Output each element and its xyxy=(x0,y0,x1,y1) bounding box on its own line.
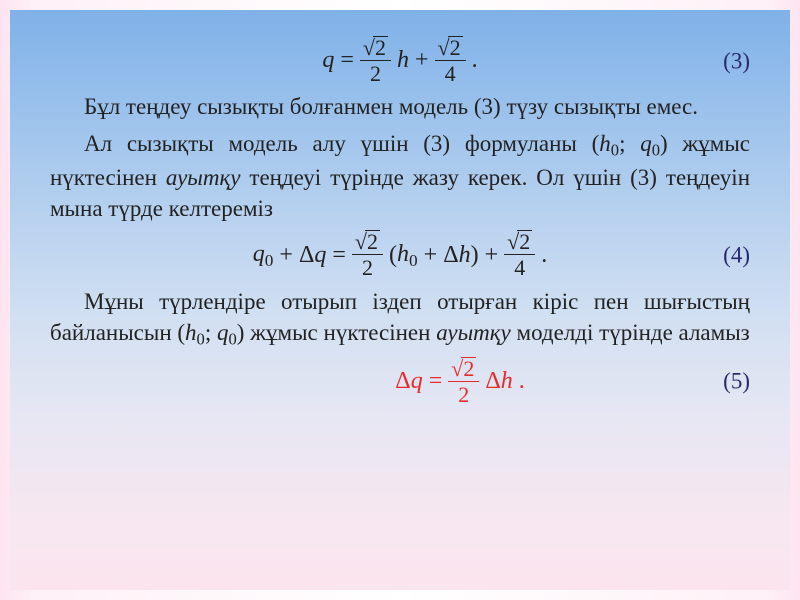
p2-q0: q xyxy=(640,131,652,156)
p2-sep: ; xyxy=(619,131,640,156)
p3-sep: ; xyxy=(205,320,217,345)
eq4-frac1-radicand: 2 xyxy=(365,230,380,253)
eq5-equals: = xyxy=(429,365,443,397)
eq3-frac2-den: 4 xyxy=(442,62,459,85)
eq5-dh-h: h xyxy=(501,368,513,394)
eq5-dq-delta: Δ xyxy=(395,368,410,394)
eq5-frac-den: 2 xyxy=(455,383,472,406)
equation-4-number: (4) xyxy=(723,239,750,270)
equation-5-number: (5) xyxy=(723,366,750,397)
equation-3: q = √2 2 h + √2 4 . xyxy=(322,36,477,85)
slide-body: q = √2 2 h + √2 4 . (3) Бұл теңдеу сызық… xyxy=(10,10,790,590)
eq4-h0: h xyxy=(397,241,409,267)
eq4-plus2: + xyxy=(424,239,438,271)
equation-4-row: q0 + Δq = √2 2 ( h0 + Δh ) + √2 4 xyxy=(50,230,750,279)
paragraph-1: Бұл теңдеу сызықты болғанмен модель (3) … xyxy=(50,91,750,122)
eq3-h: h xyxy=(397,44,409,76)
eq4-plus3: + xyxy=(485,239,499,271)
eq3-dot: . xyxy=(472,44,478,76)
eq3-frac1-den: 2 xyxy=(367,62,384,85)
eq5-dq-q: q xyxy=(411,368,423,394)
eq4-frac2: √2 4 xyxy=(504,230,535,279)
p3-q0-sub: 0 xyxy=(228,329,236,348)
eq4-dh-h: h xyxy=(459,242,471,268)
eq4-frac1-den: 2 xyxy=(359,256,376,279)
paragraph-2: Ал сызықты модель алу үшін (3) формуланы… xyxy=(50,128,750,224)
eq4-equals: = xyxy=(332,239,346,271)
eq4-frac2-radicand: 2 xyxy=(517,230,532,253)
p2-italic: ауытқу xyxy=(166,165,241,190)
p3-q0: q xyxy=(217,320,229,345)
eq4-dq-delta: Δ xyxy=(299,242,314,268)
eq5-frac: √2 2 xyxy=(448,357,479,406)
eq5-dot: . xyxy=(519,365,525,397)
eq4-dh-delta: Δ xyxy=(443,242,458,268)
eq5-dh-delta: Δ xyxy=(485,368,500,394)
eq3-frac2: √2 4 xyxy=(435,36,466,85)
slide-outer: q = √2 2 h + √2 4 . (3) Бұл теңдеу сызық… xyxy=(0,0,800,600)
equation-5-row: Δq = √2 2 Δh . (5) xyxy=(50,357,750,406)
eq4-lparen: ( xyxy=(389,239,397,271)
eq3-equals: = xyxy=(340,44,354,76)
eq5-frac-radicand: 2 xyxy=(461,357,476,380)
p3-b: ) жұмыс нүктесінен xyxy=(237,320,436,345)
eq3-frac1: √2 2 xyxy=(360,36,391,85)
eq4-frac1: √2 2 xyxy=(352,230,383,279)
eq4-rparen: ) xyxy=(471,239,479,271)
eq4-q0-sub: 0 xyxy=(265,251,274,270)
equation-3-number: (3) xyxy=(723,45,750,76)
equation-4: q0 + Δq = √2 2 ( h0 + Δh ) + √2 4 xyxy=(253,230,548,279)
p2-a: Ал сызықты модель алу үшін (3) формуланы… xyxy=(84,131,599,156)
eq4-q0: q xyxy=(253,241,265,267)
p2-h0-sub: 0 xyxy=(611,141,619,160)
equation-5: Δq = √2 2 Δh . xyxy=(395,357,525,406)
eq3-lhs: q xyxy=(322,44,334,76)
p3-italic: ауытқу xyxy=(436,320,511,345)
p2-q0-sub: 0 xyxy=(652,141,660,160)
p3-c: моделді түрінде аламыз xyxy=(511,320,750,345)
p2-h0: h xyxy=(599,131,611,156)
eq3-plus: + xyxy=(415,44,429,76)
eq4-h0-sub: 0 xyxy=(409,251,418,270)
equation-3-row: q = √2 2 h + √2 4 . (3) xyxy=(50,36,750,85)
p3-h0: h xyxy=(185,320,197,345)
eq3-frac2-radicand: 2 xyxy=(448,36,463,59)
eq4-dot: . xyxy=(541,239,547,271)
eq4-frac2-den: 4 xyxy=(511,256,528,279)
paragraph-3: Мұны түрлендіре отырып іздеп отырған кір… xyxy=(50,286,750,351)
eq3-frac1-radicand: 2 xyxy=(373,36,388,59)
eq4-dq-q: q xyxy=(314,242,326,268)
eq4-plus1: + xyxy=(279,239,293,271)
p3-h0-sub: 0 xyxy=(197,329,205,348)
